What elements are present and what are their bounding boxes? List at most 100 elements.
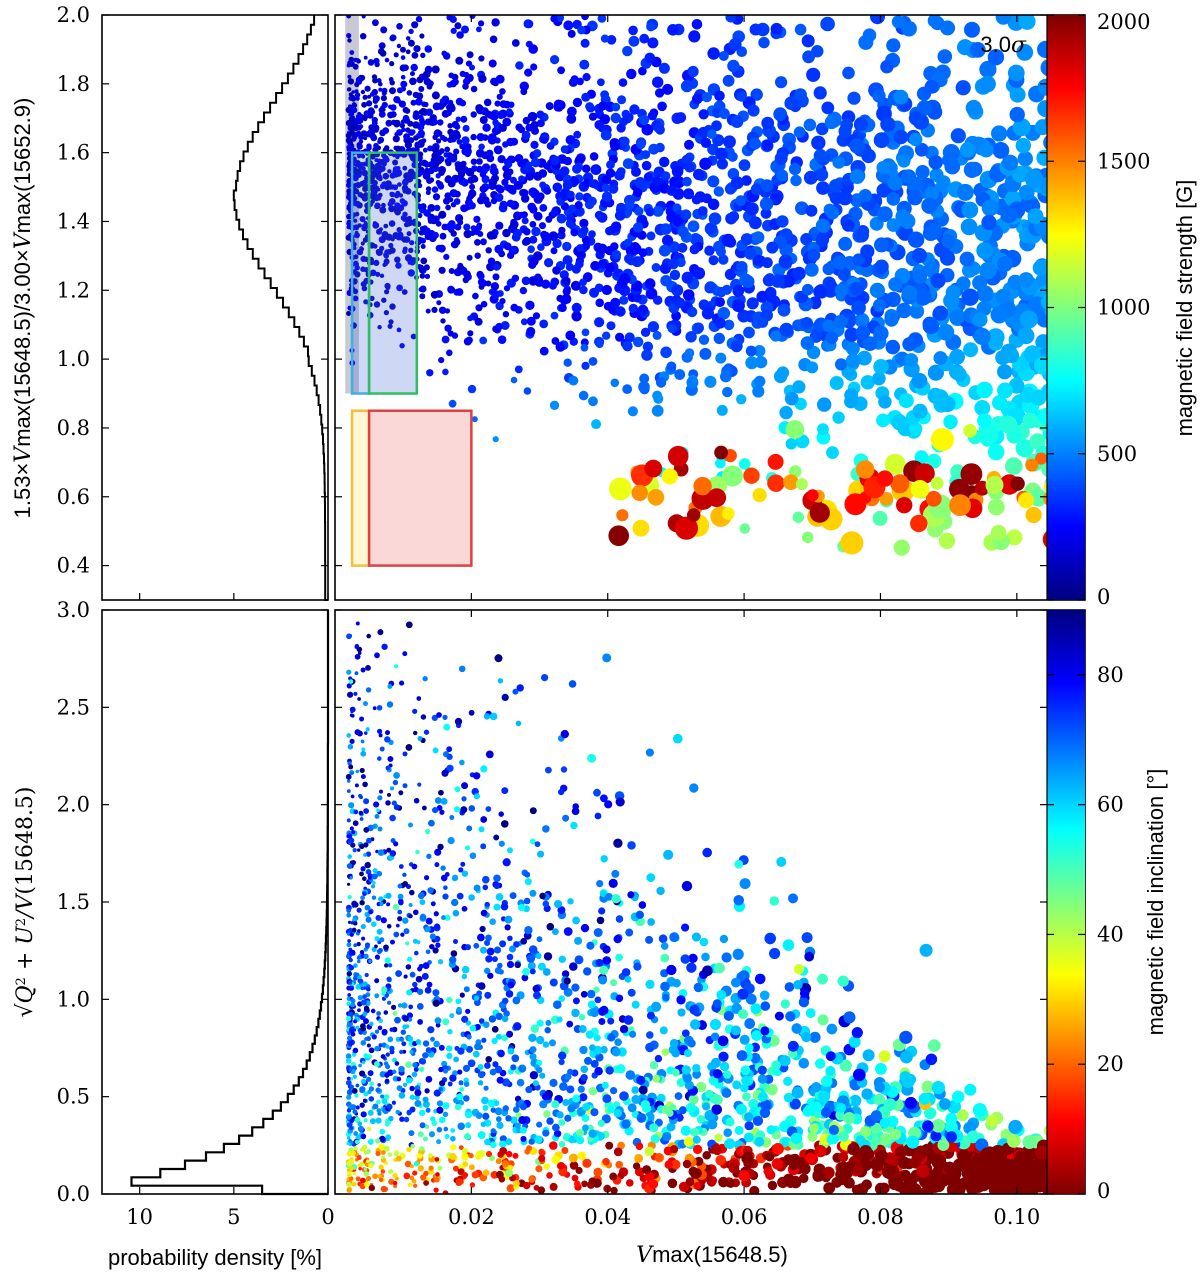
scatter-point [506,199,515,208]
scatter-point [510,176,517,184]
scatter-point [572,164,582,174]
scatter-point [1015,137,1031,154]
scatter-point [855,325,871,340]
scatter-point [928,155,943,170]
scatter-point [963,161,981,178]
scatter-point [669,269,681,281]
scatter-point [973,327,991,345]
scatter-point [660,969,669,978]
scatter-point [381,90,387,96]
bottom-histogram-panel [101,609,330,1196]
scatter-point [521,276,531,286]
scatter-point [697,126,710,139]
scatter-point [570,280,581,291]
scatter-point [420,257,428,265]
scatter-point [508,101,515,108]
scatter-point [753,345,766,357]
scatter-point [534,278,544,287]
scatter-point [1037,408,1047,425]
scatter-point [386,902,391,907]
scatter-point [815,218,830,233]
scatter-point [738,159,751,172]
scatter-point [393,119,401,127]
scatter-point [365,869,372,875]
scatter-point [355,76,362,83]
scatter-point [375,849,379,854]
scatter-point [401,289,408,295]
scatter-point [506,108,513,115]
scatter-point [644,459,663,478]
scatter-point [418,287,424,292]
scatter-point [457,262,464,269]
scatter-point [530,63,538,71]
scatter-point [619,273,631,285]
scatter-point [858,34,874,50]
scatter-point [627,406,639,417]
scatter-point [549,978,558,987]
scatter-point [369,193,377,200]
scatter-point [374,158,379,163]
scatter-point [681,154,692,166]
scatter-point [408,137,415,144]
top-scatter-points [345,15,1047,556]
scatter-point [773,369,788,384]
scatter-point [539,1072,546,1079]
scatter-point [718,51,729,61]
scatter-point [594,120,604,130]
scatter-point [346,33,352,39]
scatter-point [347,74,352,79]
scatter-point [363,117,368,122]
scatter-point [813,148,828,163]
scatter-point [645,287,658,300]
scatter-point [485,247,492,254]
scatter-point [423,70,431,79]
scatter-point [400,46,406,53]
scatter-point [438,210,447,219]
scatter-point [481,196,490,205]
scatter-point [354,89,359,94]
scatter-point [355,117,361,124]
scatter-point [1027,208,1044,225]
scatter-point [372,95,380,103]
scatter-point [595,339,604,349]
scatter-point [373,301,381,308]
scatter-point [595,298,604,308]
scatter-point [363,256,370,262]
scatter-point [713,186,724,197]
scatter-point [858,189,872,203]
scatter-point [828,179,843,193]
scatter-point [495,1158,502,1165]
scatter-point [420,244,426,249]
scatter-point [601,284,613,296]
scatter-point [696,1115,706,1124]
scatter-point [639,373,650,384]
scatter-point [475,224,482,232]
scatter-point [464,143,472,151]
scatter-point [698,334,710,345]
scatter-point [346,151,351,156]
scatter-point [550,15,558,23]
scatter-point [730,176,744,190]
scatter-point [1030,389,1047,406]
scatter-point [479,925,486,933]
scatter-point [375,249,381,254]
scatter-point [362,94,368,100]
scatter-point [443,152,450,158]
scatter-point [632,222,644,233]
scatter-point [845,353,861,369]
scatter-point [432,807,439,814]
scatter-point [990,306,1008,324]
scatter-point [701,307,715,320]
scatter-point [419,914,427,921]
scatter-point [420,52,426,58]
scatter-point [417,212,423,219]
scatter-point [754,973,766,985]
scatter-point [745,993,757,1005]
scatter-point [394,166,399,172]
scatter-point [385,119,393,127]
scatter-point [346,15,352,19]
scatter-point [682,176,692,187]
scatter-point [461,25,469,34]
scatter-point [566,190,575,199]
scatter-point [399,122,405,129]
